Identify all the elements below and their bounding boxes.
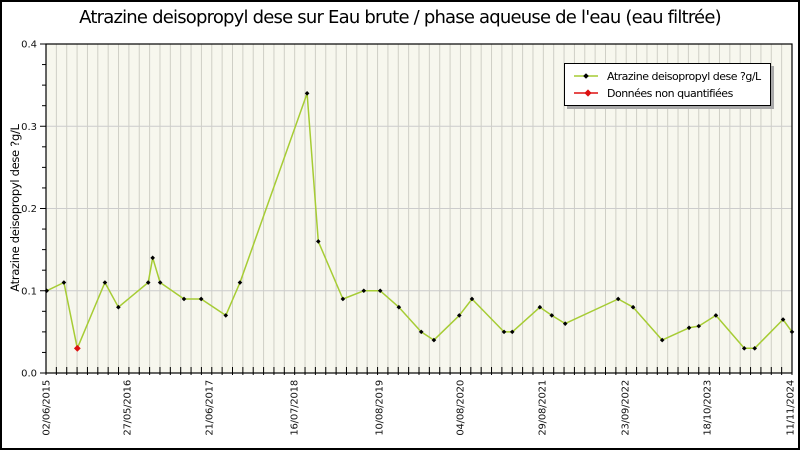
data-point-marker: [562, 321, 568, 326]
data-point-marker: [102, 280, 108, 285]
unquantified-marker-icon: [574, 89, 598, 97]
x-tick-label: 04/08/2020: [456, 380, 467, 436]
data-point-marker: [61, 280, 67, 285]
data-point-marker: [418, 329, 424, 335]
data-point-marker: [377, 288, 383, 294]
legend-label-series: Atrazine deisopropyl dese ?g/L: [607, 69, 761, 83]
data-point-marker: [116, 304, 121, 310]
data-point-marker: [659, 337, 665, 343]
y-tick-label: 0.4: [21, 40, 37, 51]
data-point-marker: [537, 304, 543, 310]
data-point-marker: [315, 239, 321, 244]
x-tick-label: 21/06/2017: [205, 380, 216, 436]
data-point-marker: [686, 325, 692, 331]
y-tick-label: 0.1: [21, 286, 37, 297]
data-point-marker: [696, 323, 702, 329]
legend-label-unquantified: Données non quantifiées: [607, 86, 733, 100]
data-point-marker: [615, 296, 621, 302]
data-point-marker: [157, 280, 163, 285]
data-point-marker: [501, 329, 507, 335]
y-tick-label: 0.2: [21, 204, 37, 215]
x-tick-label: 02/06/2015: [42, 380, 53, 436]
data-point-marker: [304, 91, 310, 96]
data-point-marker: [361, 288, 367, 294]
data-point-marker: [181, 296, 187, 302]
data-point-marker: [752, 346, 757, 351]
data-point-marker: [145, 280, 151, 285]
x-tick-label: 18/10/2023: [703, 380, 714, 436]
data-point-marker: [456, 313, 462, 318]
data-point-marker: [431, 337, 437, 343]
data-point-marker: [223, 313, 229, 318]
data-point-marker: [469, 296, 475, 302]
data-point-marker: [780, 317, 786, 322]
unquantified-point-marker: [73, 344, 81, 352]
x-tick-label: 16/07/2018: [289, 380, 300, 436]
chart-title: Atrazine deisopropyl dese sur Eau brute …: [79, 7, 721, 28]
data-point-marker: [549, 313, 555, 318]
legend-item-unquantified: Données non quantifiées: [571, 85, 761, 101]
legend: Atrazine deisopropyl dese ?g/L Données n…: [564, 63, 771, 106]
y-tick-label: 0.0: [21, 369, 37, 380]
x-tick-label: 11/11/2024: [785, 380, 796, 436]
data-point-marker: [237, 280, 243, 285]
series-line-marker-icon: [574, 73, 598, 79]
data-point-marker: [198, 296, 204, 302]
x-tick-label: 29/08/2021: [538, 380, 549, 436]
data-point-marker: [630, 304, 636, 310]
x-tick-label: 27/05/2016: [123, 380, 134, 436]
legend-item-series: Atrazine deisopropyl dese ?g/L: [571, 68, 761, 84]
data-point-marker: [150, 255, 155, 261]
data-point-marker: [741, 346, 747, 351]
y-tick-label: 0.3: [21, 122, 37, 133]
data-point-marker: [396, 304, 402, 310]
x-tick-label: 10/08/2019: [375, 380, 386, 436]
x-tick-label: 23/09/2022: [621, 380, 632, 436]
data-point-marker: [340, 296, 346, 302]
data-point-marker: [713, 313, 719, 318]
